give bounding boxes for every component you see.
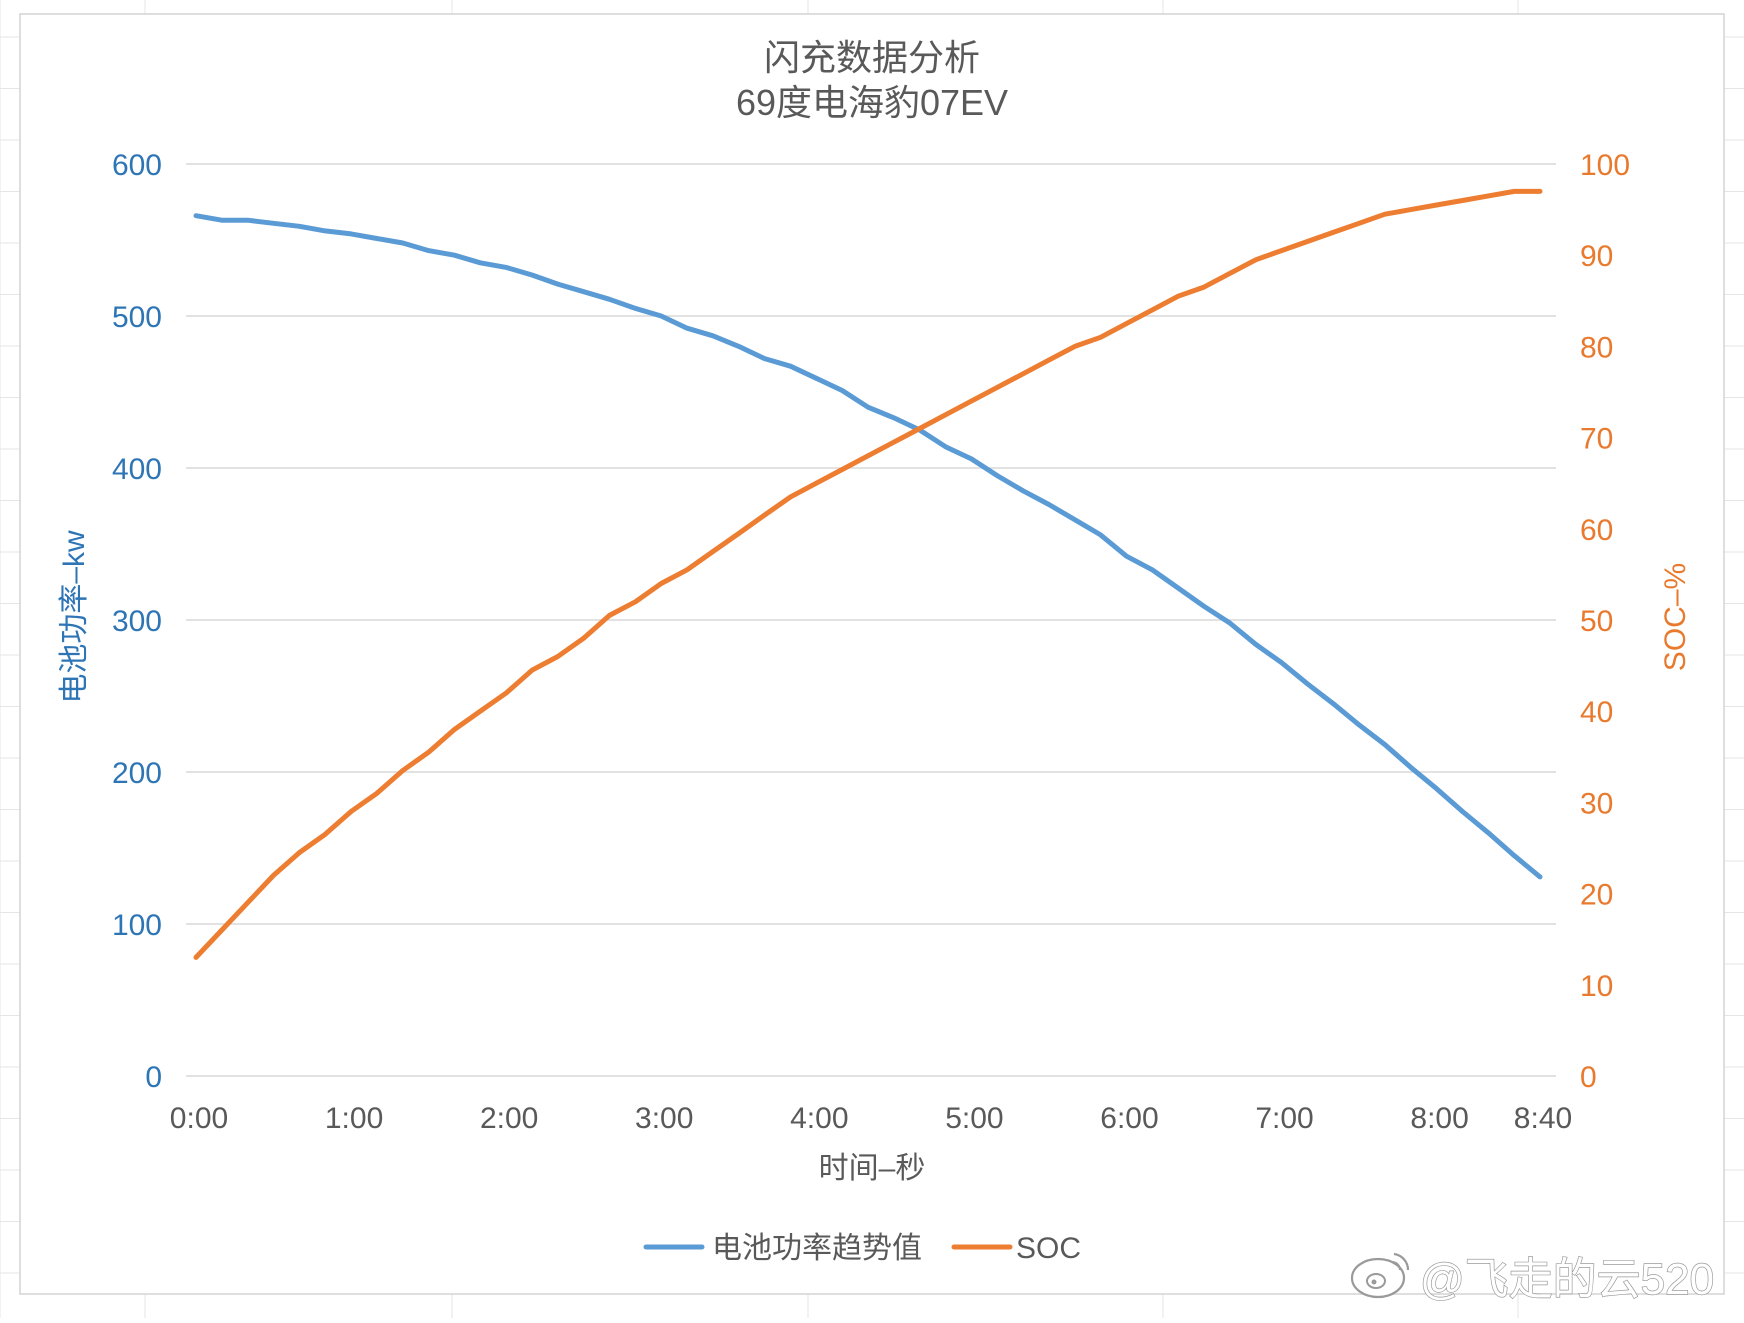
series-line-power bbox=[193, 213, 1543, 880]
left-axis-ticks: 0 100 200 300 400 500 600 bbox=[112, 149, 162, 1094]
left-tick-label: 100 bbox=[112, 909, 162, 942]
right-axis-title: SOC–% bbox=[1659, 563, 1692, 671]
right-tick-label: 100 bbox=[1580, 149, 1630, 182]
series-lines bbox=[193, 188, 1543, 960]
x-tick-label: 7:00 bbox=[1255, 1102, 1313, 1135]
right-tick-label: 10 bbox=[1580, 970, 1613, 1003]
right-axis-ticks: 0 10 20 30 40 50 60 70 80 90 100 bbox=[1580, 149, 1630, 1094]
right-tick-label: 30 bbox=[1580, 787, 1613, 820]
right-tick-label: 90 bbox=[1580, 240, 1613, 273]
left-tick-label: 0 bbox=[145, 1061, 162, 1094]
legend: 电池功率趋势值 SOC bbox=[643, 1232, 1081, 1265]
right-tick-label: 50 bbox=[1580, 605, 1613, 638]
x-axis-ticks: 0:00 1:00 2:00 3:00 4:00 5:00 6:00 7:00 8:00 8:40 bbox=[170, 1102, 1572, 1135]
left-tick-label: 500 bbox=[112, 301, 162, 334]
weibo-icon bbox=[1350, 1252, 1410, 1299]
legend-label-power: 电池功率趋势值 bbox=[712, 1232, 922, 1265]
x-tick-label: 6:00 bbox=[1100, 1102, 1158, 1135]
right-tick-label: 0 bbox=[1580, 1061, 1597, 1094]
chart-title: 闪充数据分析 bbox=[764, 37, 980, 78]
chart-subtitle: 69度电海豹07EV bbox=[736, 82, 1008, 123]
x-tick-label: 0:00 bbox=[170, 1102, 228, 1135]
right-tick-label: 80 bbox=[1580, 331, 1613, 364]
horizontal-gridlines bbox=[186, 163, 1556, 1077]
left-axis-title: 电池功率–kw bbox=[58, 530, 91, 704]
legend-label-soc: SOC bbox=[1016, 1232, 1081, 1265]
right-tick-label: 60 bbox=[1580, 514, 1613, 547]
left-tick-label: 300 bbox=[112, 605, 162, 638]
x-tick-label: 4:00 bbox=[790, 1102, 848, 1135]
right-tick-label: 40 bbox=[1580, 696, 1613, 729]
right-tick-label: 70 bbox=[1580, 423, 1613, 456]
watermark: @飞走的云520 bbox=[1350, 1252, 1715, 1305]
x-tick-label: 3:00 bbox=[635, 1102, 693, 1135]
series-line-soc bbox=[193, 188, 1543, 960]
x-tick-label: 8:40 bbox=[1514, 1102, 1572, 1135]
x-tick-label: 5:00 bbox=[945, 1102, 1003, 1135]
x-tick-label: 2:00 bbox=[480, 1102, 538, 1135]
left-tick-label: 400 bbox=[112, 453, 162, 486]
left-tick-label: 600 bbox=[112, 149, 162, 182]
watermark-text: @飞走的云520 bbox=[1420, 1255, 1714, 1304]
right-tick-label: 20 bbox=[1580, 879, 1613, 912]
x-tick-label: 1:00 bbox=[325, 1102, 383, 1135]
x-axis-title: 时间–秒 bbox=[819, 1152, 926, 1185]
x-tick-label: 8:00 bbox=[1410, 1102, 1468, 1135]
left-tick-label: 200 bbox=[112, 757, 162, 790]
